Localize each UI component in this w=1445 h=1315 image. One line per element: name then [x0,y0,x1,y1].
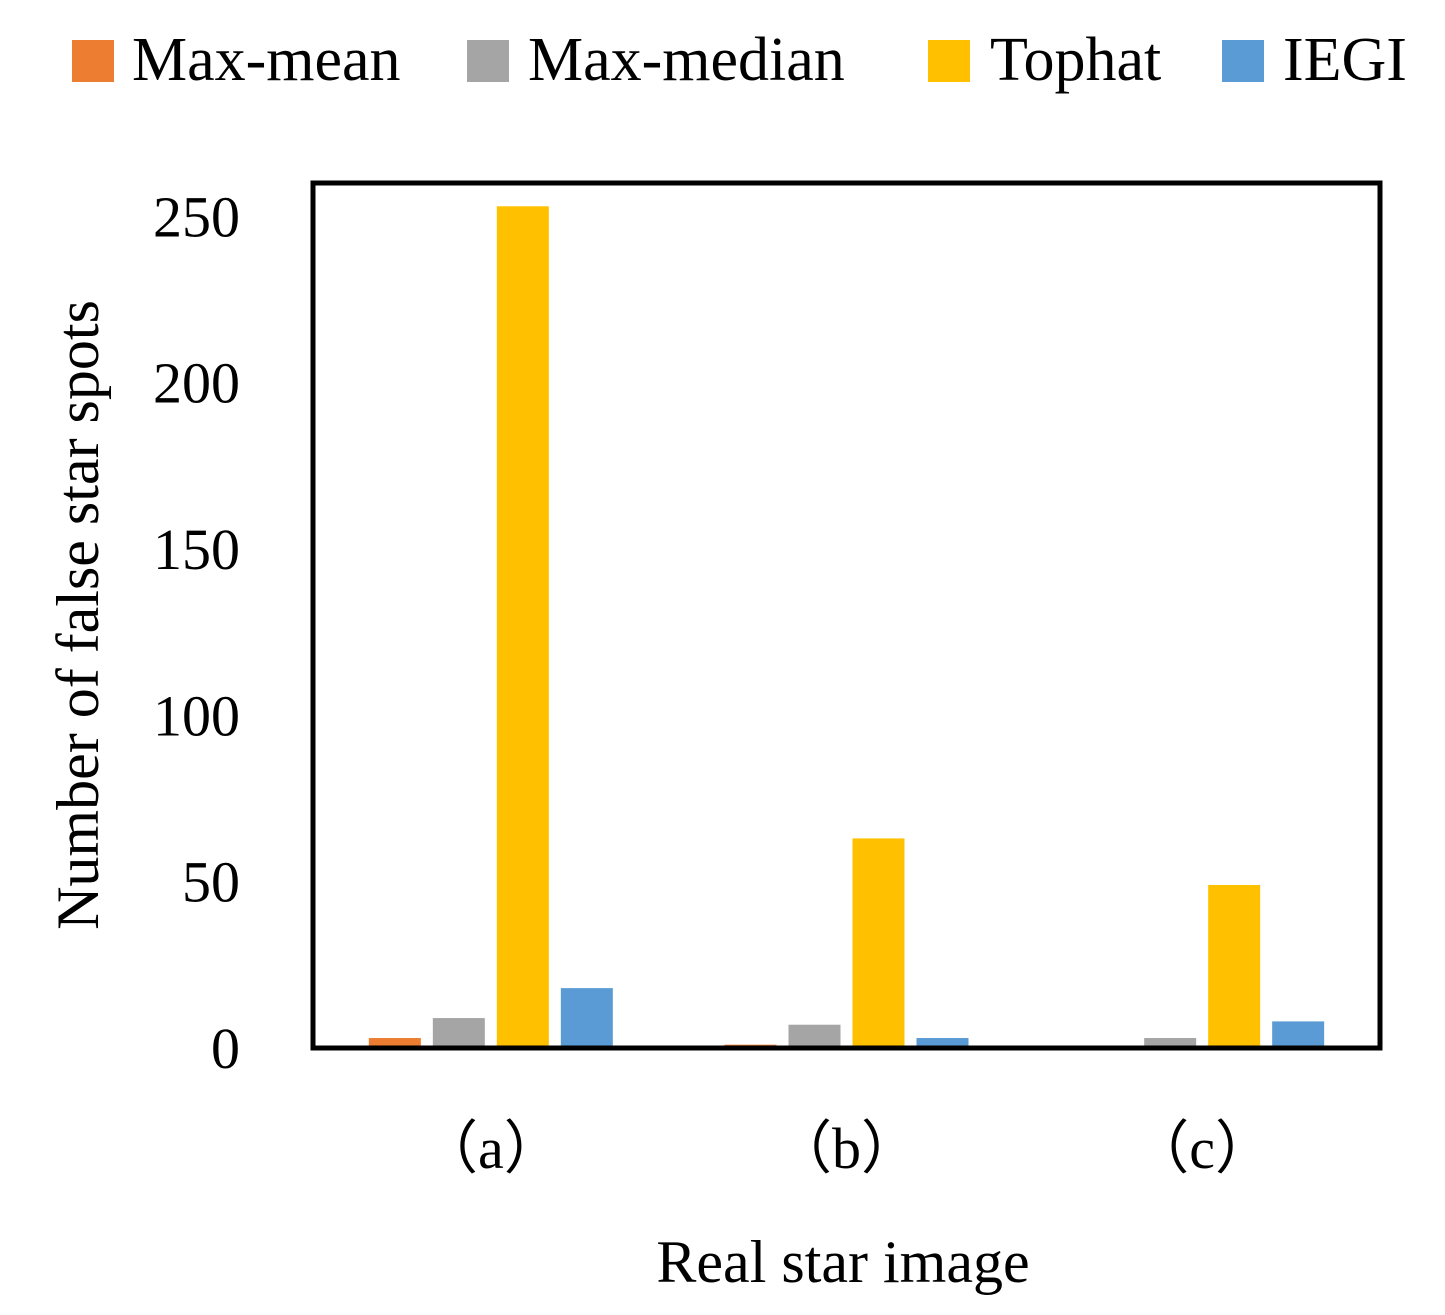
x-tick-label-2: （b） [774,1116,919,1181]
y-tick-label-100: 100 [153,683,240,748]
y-tick-label-50: 50 [182,850,240,915]
bar-max-median-1 [432,1018,485,1048]
legend-swatch-iegi [1222,40,1264,82]
legend-swatch-max-mean [72,40,114,82]
bar-max-median-2 [788,1024,841,1048]
legend-swatch-tophat [928,40,970,82]
y-tick-label-250: 250 [153,184,240,249]
bar-tophat-1 [496,206,549,1049]
bar-tophat-2 [852,838,905,1048]
bar-max-median-3 [1144,1038,1197,1048]
legend-label-max-mean: Max-mean [132,26,401,94]
legend-label-iegi: IEGI [1283,26,1407,94]
legend-label-max-median: Max-median [528,26,845,94]
bars-group [368,206,1325,1049]
x-axis-ticks: （a） （b） （c） [420,1116,1273,1181]
chart-legend: Max-mean Max-median Tophat IEGI [72,26,1407,94]
plot-area-frame [310,180,1383,1051]
legend-item-max-median: Max-median [467,26,845,94]
legend-item-tophat: Tophat [928,26,1161,94]
y-tick-label-150: 150 [153,517,240,582]
bar-iegi-3 [1272,1021,1325,1048]
y-axis-ticks: 0 50 100 150 200 250 [153,184,240,1081]
bar-iegi-2 [916,1038,969,1048]
x-tick-label-3: （c） [1131,1116,1273,1181]
bar-max-mean-1 [368,1038,421,1048]
x-tick-label-1: （a） [420,1116,562,1181]
y-axis-label: Number of false star spots [45,300,111,930]
legend-item-max-mean: Max-mean [72,26,401,94]
bar-iegi-1 [560,988,613,1048]
legend-item-iegi: IEGI [1222,26,1407,94]
y-tick-label-200: 200 [153,351,240,416]
x-axis-label: Real star image [656,1229,1029,1295]
bar-tophat-3 [1208,884,1261,1048]
legend-label-tophat: Tophat [990,26,1161,94]
legend-swatch-max-median [467,40,509,82]
y-tick-label-0: 0 [211,1016,240,1081]
